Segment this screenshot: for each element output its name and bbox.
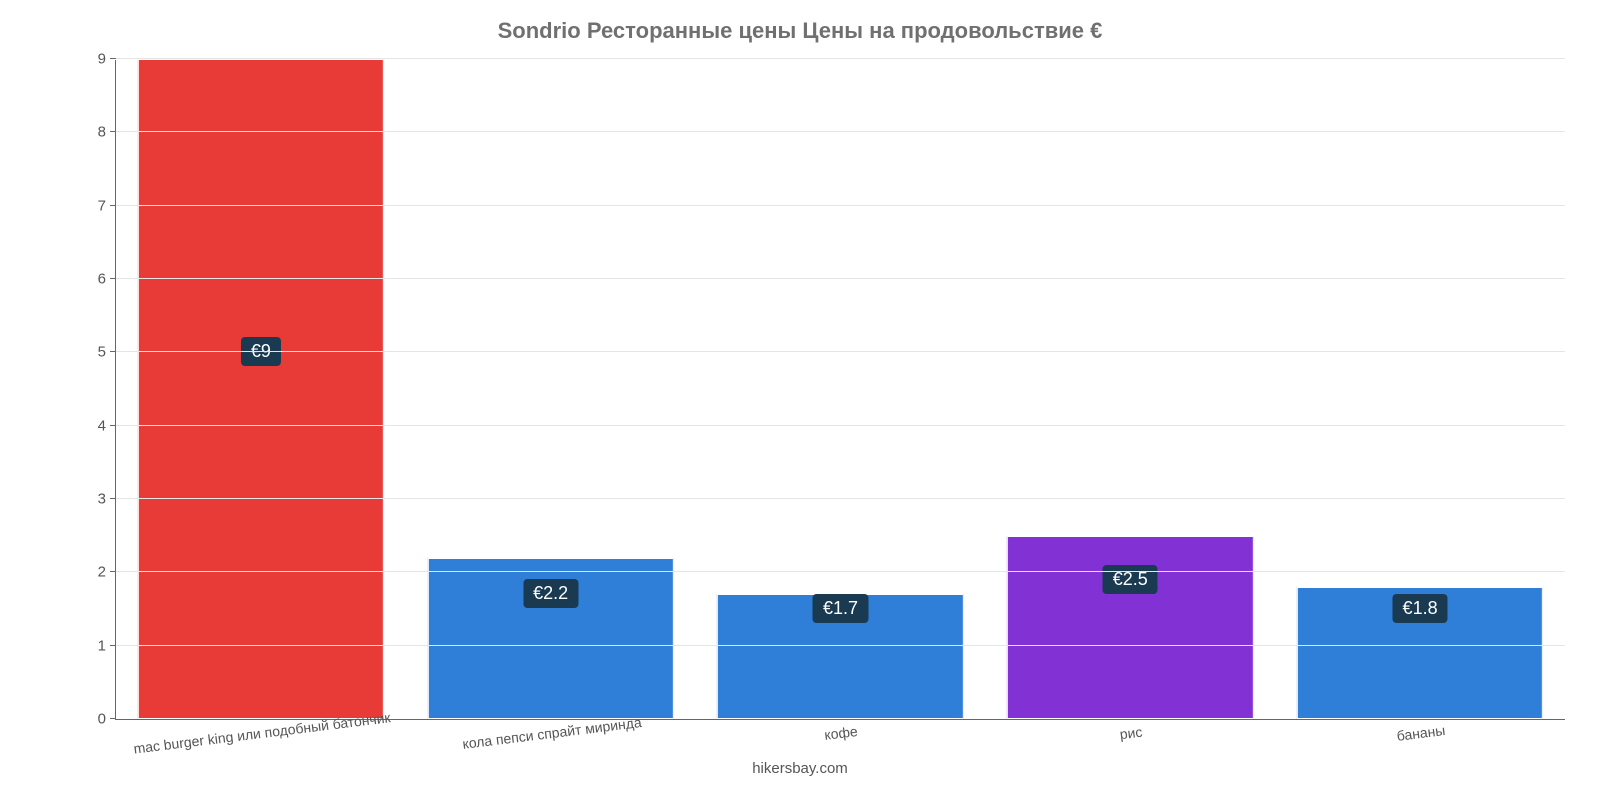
bar-value-label: €2.2 <box>523 579 578 608</box>
y-axis-label: 8 <box>98 124 116 141</box>
x-axis-label: кофе <box>824 723 859 743</box>
y-axis-label: 4 <box>98 417 116 434</box>
y-axis-label: 9 <box>98 51 116 68</box>
bar-value-label: €1.7 <box>813 594 868 623</box>
bar-slot: €9mac burger king или подобный батончик <box>116 60 406 719</box>
bar-value-label: €2.5 <box>1103 565 1158 594</box>
gridline <box>116 278 1565 279</box>
gridline <box>116 425 1565 426</box>
y-axis-label: 3 <box>98 491 116 508</box>
y-axis-label: 5 <box>98 344 116 361</box>
gridline <box>116 645 1565 646</box>
bar-value-label: €1.8 <box>1393 594 1448 623</box>
x-axis-label: кола пепси спрайт миринда <box>461 714 642 752</box>
gridline <box>116 351 1565 352</box>
plot-area: €9mac burger king или подобный батончик€… <box>115 60 1565 720</box>
gridline <box>116 58 1565 59</box>
bar-slot: €1.7кофе <box>696 60 986 719</box>
gridline <box>116 131 1565 132</box>
chart-title: Sondrio Ресторанные цены Цены на продово… <box>0 18 1600 44</box>
y-axis-label: 1 <box>98 637 116 654</box>
gridline <box>116 205 1565 206</box>
attribution-text: hikersbay.com <box>0 760 1600 777</box>
bar <box>1007 536 1253 719</box>
y-axis-label: 2 <box>98 564 116 581</box>
chart-container: Sondrio Ресторанные цены Цены на продово… <box>0 0 1600 800</box>
gridline <box>116 498 1565 499</box>
x-axis-label: бананы <box>1396 722 1446 744</box>
y-axis-label: 7 <box>98 197 116 214</box>
bar-slot: €2.2кола пепси спрайт миринда <box>406 60 696 719</box>
y-axis-label: 6 <box>98 271 116 288</box>
bar-slot: €2.5рис <box>985 60 1275 719</box>
x-axis-label: рис <box>1119 724 1143 743</box>
y-axis-label: 0 <box>98 711 116 728</box>
bar-slot: €1.8бананы <box>1275 60 1565 719</box>
gridline <box>116 571 1565 572</box>
bar <box>138 59 384 719</box>
bars-group: €9mac burger king или подобный батончик€… <box>116 60 1565 719</box>
